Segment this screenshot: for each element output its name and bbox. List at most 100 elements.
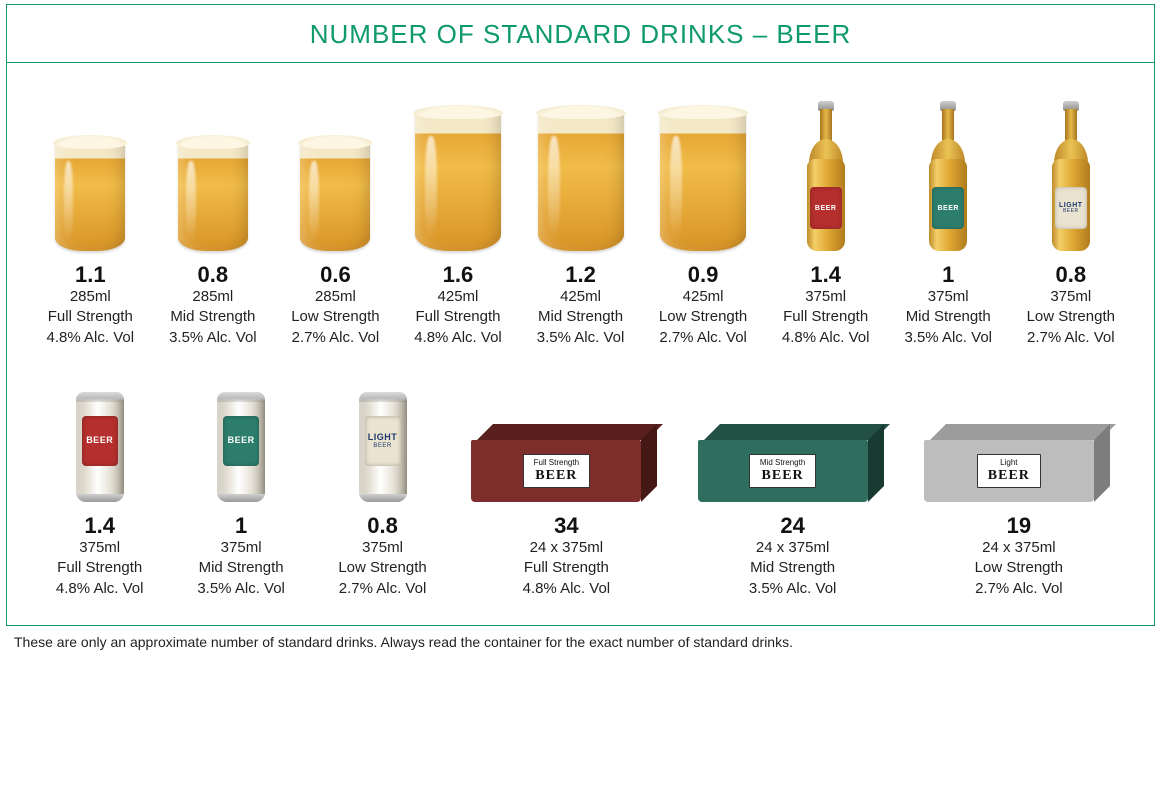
strength-value: Low Strength: [1027, 307, 1115, 327]
standard-drinks-value: 0.8: [367, 514, 398, 538]
volume-value: 375ml: [79, 538, 120, 558]
strength-value: Full Strength: [48, 307, 133, 327]
volume-value: 375ml: [1050, 287, 1091, 307]
drink-image: BEER: [807, 91, 845, 251]
volume-value: 375ml: [221, 538, 262, 558]
alcohol-value: 3.5% Alc. Vol: [197, 579, 285, 599]
drink-image: BEER: [929, 91, 967, 251]
beer-glass-icon: [415, 111, 501, 251]
volume-value: 285ml: [70, 287, 111, 307]
content-area: 1.1285mlFull Strength4.8% Alc. Vol0.8285…: [7, 63, 1154, 625]
strength-value: Full Strength: [783, 307, 868, 327]
drink-item: Mid StrengthBEER 2424 x 375mlMid Strength…: [679, 382, 905, 599]
alcohol-value: 2.7% Alc. Vol: [659, 328, 747, 348]
strength-value: Full Strength: [57, 558, 142, 578]
standard-drinks-value: 1.6: [443, 263, 474, 287]
beer-glass-icon: [178, 141, 248, 251]
beer-glass-icon: [538, 111, 624, 251]
beer-can-icon: LIGHTBEER: [359, 392, 407, 502]
alcohol-value: 2.7% Alc. Vol: [1027, 328, 1115, 348]
drink-image: [660, 91, 746, 251]
drinks-row-1: 1.1285mlFull Strength4.8% Alc. Vol0.8285…: [29, 91, 1132, 348]
drink-image: [55, 91, 125, 251]
alcohol-value: 2.7% Alc. Vol: [339, 579, 427, 599]
drink-item: BEER 1375mlMid Strength3.5% Alc. Vol: [887, 91, 1010, 348]
drink-image: Mid StrengthBEER: [698, 382, 888, 502]
alcohol-value: 3.5% Alc. Vol: [169, 328, 257, 348]
beer-bottle-icon: BEER: [807, 101, 845, 251]
volume-value: 24 x 375ml: [756, 538, 829, 558]
volume-value: 375ml: [928, 287, 969, 307]
beer-case-icon: Mid StrengthBEER: [698, 424, 888, 502]
beer-case-icon: Full StrengthBEER: [471, 424, 661, 502]
standard-drinks-value: 0.6: [320, 263, 351, 287]
strength-value: Mid Strength: [199, 558, 284, 578]
title-bar: NUMBER OF STANDARD DRINKS – BEER: [7, 5, 1154, 63]
standard-drinks-value: 1: [235, 514, 247, 538]
drink-image: [538, 91, 624, 251]
standard-drinks-value: 1.4: [84, 514, 115, 538]
drink-item: 1.1285mlFull Strength4.8% Alc. Vol: [29, 91, 152, 348]
alcohol-value: 3.5% Alc. Vol: [537, 328, 625, 348]
alcohol-value: 3.5% Alc. Vol: [749, 579, 837, 599]
volume-value: 425ml: [560, 287, 601, 307]
drink-item: 0.9425mlLow Strength2.7% Alc. Vol: [642, 91, 765, 348]
drink-image: BEER: [76, 382, 124, 502]
drink-item: BEER1375mlMid Strength3.5% Alc. Vol: [170, 382, 311, 599]
beer-bottle-icon: LIGHTBEER: [1052, 101, 1090, 251]
alcohol-value: 4.8% Alc. Vol: [47, 328, 135, 348]
drink-item: LightBEER1924 x 375mlLow Strength2.7% Al…: [906, 382, 1132, 599]
strength-value: Mid Strength: [170, 307, 255, 327]
drink-item: Full StrengthBEER3424 x 375mlFull Streng…: [453, 382, 679, 599]
strength-value: Mid Strength: [750, 558, 835, 578]
volume-value: 285ml: [192, 287, 233, 307]
alcohol-value: 4.8% Alc. Vol: [414, 328, 502, 348]
drink-image: Full StrengthBEER: [471, 382, 661, 502]
drink-item: BEER 1.4375mlFull Strength4.8% Alc. Vol: [29, 382, 170, 599]
drink-item: BEER 1.4375mlFull Strength4.8% Alc. Vol: [764, 91, 887, 348]
drink-image: [300, 91, 370, 251]
drink-item: LIGHTBEER 0.8375mlLow Strength2.7% Alc. V…: [1010, 91, 1133, 348]
drinks-row-2: BEER1.4375mlFull Strength4.8% Alc. VolBE…: [29, 382, 1132, 599]
alcohol-value: 2.7% Alc. Vol: [975, 579, 1063, 599]
alcohol-value: 4.8% Alc. Vol: [782, 328, 870, 348]
standard-drinks-value: 0.9: [688, 263, 719, 287]
beer-glass-icon: [55, 141, 125, 251]
standard-drinks-value: 1.4: [810, 263, 841, 287]
volume-value: 425ml: [438, 287, 479, 307]
volume-value: 24 x 375ml: [982, 538, 1055, 558]
volume-value: 285ml: [315, 287, 356, 307]
strength-value: Low Strength: [291, 307, 379, 327]
drink-image: LightBEER: [924, 382, 1114, 502]
drink-image: LIGHTBEER: [1052, 91, 1090, 251]
beer-glass-icon: [300, 141, 370, 251]
strength-value: Low Strength: [659, 307, 747, 327]
volume-value: 375ml: [805, 287, 846, 307]
standard-drinks-value: 34: [554, 514, 578, 538]
strength-value: Mid Strength: [906, 307, 991, 327]
standard-drinks-value: 0.8: [198, 263, 229, 287]
strength-value: Full Strength: [415, 307, 500, 327]
alcohol-value: 2.7% Alc. Vol: [292, 328, 380, 348]
beer-bottle-icon: BEER: [929, 101, 967, 251]
beer-case-icon: LightBEER: [924, 424, 1114, 502]
beer-glass-icon: [660, 111, 746, 251]
standard-drinks-value: 19: [1007, 514, 1031, 538]
drink-item: LIGHTBEER0.8375mlLow Strength2.7% Alc. V…: [312, 382, 453, 599]
standard-drinks-value: 24: [780, 514, 804, 538]
drink-item: 1.2425mlMid Strength3.5% Alc. Vol: [519, 91, 642, 348]
drink-item: 0.8285mlMid Strength3.5% Alc. Vol: [152, 91, 275, 348]
drink-image: [178, 91, 248, 251]
drink-image: LIGHTBEER: [359, 382, 407, 502]
alcohol-value: 4.8% Alc. Vol: [56, 579, 144, 599]
volume-value: 375ml: [362, 538, 403, 558]
standard-drinks-value: 0.8: [1055, 263, 1086, 287]
drink-item: 0.6285mlLow Strength2.7% Alc. Vol: [274, 91, 397, 348]
alcohol-value: 4.8% Alc. Vol: [523, 579, 611, 599]
standard-drinks-value: 1.1: [75, 263, 106, 287]
standard-drinks-value: 1: [942, 263, 954, 287]
standard-drinks-value: 1.2: [565, 263, 596, 287]
volume-value: 425ml: [683, 287, 724, 307]
page-title: NUMBER OF STANDARD DRINKS – BEER: [7, 19, 1154, 50]
alcohol-value: 3.5% Alc. Vol: [904, 328, 992, 348]
